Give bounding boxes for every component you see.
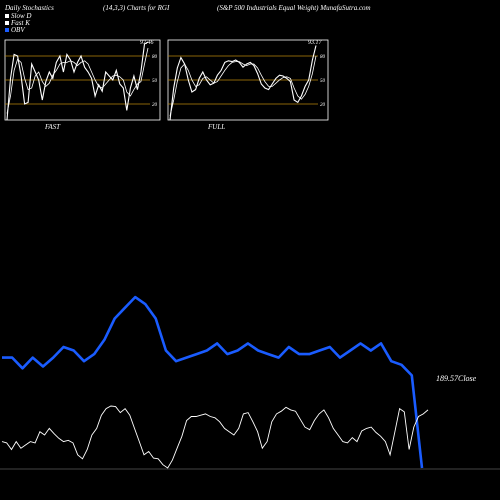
slow-d-line — [169, 55, 317, 117]
legend-label-0: Slow D — [11, 12, 31, 20]
header-middle: (14,3,3) Charts for RGI — [103, 4, 170, 12]
header-right: (S&P 500 Industrials Equal Weight) Munaf… — [217, 4, 371, 12]
fast-k-line — [6, 41, 149, 121]
level-label-20: 20 — [320, 103, 326, 108]
fast-k-line — [169, 45, 317, 121]
level-label-80: 80 — [152, 55, 158, 60]
legend-label-2: OBV — [11, 26, 25, 34]
panel-fast: 80 50 20 97.46 FAST — [4, 39, 161, 131]
panel-name: FULL — [207, 123, 225, 131]
panel-name: FAST — [44, 123, 61, 131]
last-value: 97.46 — [140, 39, 154, 46]
level-label-50: 50 — [320, 79, 326, 84]
price-line — [1, 405, 429, 469]
legend-swatch-1 — [5, 21, 9, 25]
slow-d-line — [6, 47, 149, 114]
panel-full: 80 50 20 93.17 FULL — [167, 39, 329, 131]
header-left: Daily Stochastics — [4, 4, 54, 12]
obv-line — [2, 295, 424, 469]
legend-label-1: Fast K — [10, 19, 30, 27]
legend-swatch-0 — [5, 14, 9, 18]
level-label-50: 50 — [152, 79, 158, 84]
legend-swatch-2 — [5, 28, 9, 32]
level-label-80: 80 — [320, 55, 326, 60]
level-label-20: 20 — [152, 103, 158, 108]
last-value: 93.17 — [308, 40, 323, 46]
close-label: 189.57Close — [436, 374, 477, 383]
price-obv-panel: 189.57Close — [0, 295, 500, 470]
stochastic-panels: 80 50 20 97.46 FAST 80 50 20 93.17 FULL — [4, 39, 329, 131]
